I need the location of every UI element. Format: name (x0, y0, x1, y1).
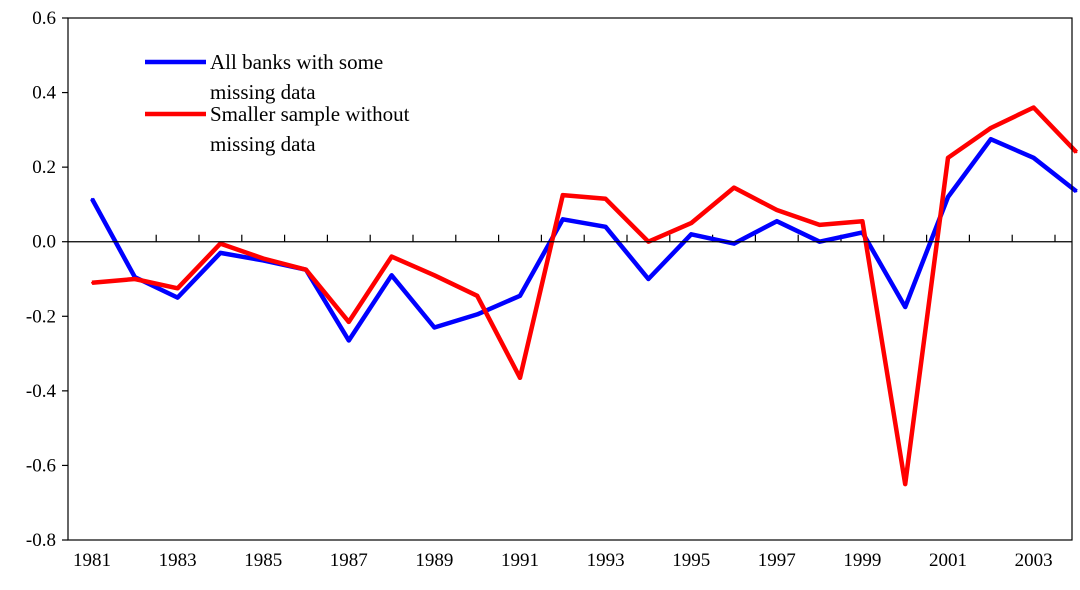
legend-label-1: missing data (210, 80, 316, 104)
y-tick-label: -0.8 (26, 530, 56, 551)
y-tick-label: 0.0 (32, 232, 56, 253)
series-1-point (347, 339, 350, 342)
series-2-point (262, 257, 265, 260)
series-2-point (733, 186, 735, 189)
x-tick-label: 1981 (73, 550, 111, 571)
series-2-point (91, 281, 93, 284)
legend-label-2: missing data (210, 132, 316, 156)
series-line-2 (91, 105, 1079, 487)
series-1-point (647, 278, 650, 280)
series-2-point (390, 255, 393, 258)
legend-label-1: All banks with some (210, 50, 383, 74)
series-2-point (1032, 106, 1035, 109)
series-1-point (775, 220, 778, 223)
series-1-point (989, 138, 992, 141)
series-1-point (433, 326, 436, 329)
x-tick-label: 1999 (843, 550, 881, 571)
y-tick-label: 0.6 (32, 8, 56, 29)
series-2-point (604, 197, 607, 200)
series-1-point (176, 296, 179, 299)
y-tick-label: -0.2 (26, 306, 56, 327)
series-2-point (861, 220, 864, 223)
series-2-point (347, 320, 350, 323)
series-1-point (947, 195, 949, 198)
x-tick-label: 1985 (244, 550, 282, 571)
series-layer (90, 105, 1079, 487)
series-1-point (519, 294, 521, 297)
series-2-point (989, 126, 992, 129)
series-2-point (818, 223, 821, 226)
series-2-point (947, 156, 949, 159)
x-tick-label: 1995 (672, 550, 710, 571)
series-2-point (433, 274, 436, 277)
series-1-point (1075, 190, 1078, 193)
series-2-point (476, 294, 479, 297)
series-1-point (476, 313, 479, 316)
series-1-point (91, 197, 93, 200)
series-1-point (904, 305, 907, 308)
y-tick-label: -0.6 (26, 455, 56, 476)
x-tick-label: 1983 (159, 550, 197, 571)
y-tick-label: 0.4 (32, 83, 56, 104)
legend-label-2: Smaller sample without (210, 102, 410, 126)
x-tick-label: 1989 (415, 550, 453, 571)
series-2-point (219, 242, 222, 245)
series-1-point (390, 274, 393, 277)
x-tick-label: 1993 (587, 550, 625, 571)
x-axis-ticks: 1981 1983 1985 1987 1989 1991 1993 1995 1997 1999… (73, 234, 1056, 571)
series-2-point (305, 268, 307, 271)
series-1-point (604, 225, 607, 228)
y-axis-ticks: -0.8 -0.6 -0.4 -0.2 0.0 0.2 0.4 0.6 (26, 8, 68, 551)
series-2-point (1075, 151, 1078, 154)
series-1-point (219, 251, 222, 254)
series-1-point (561, 218, 564, 221)
series-2-point (775, 209, 778, 212)
x-tick-label: 1991 (501, 550, 539, 571)
x-tick-label: 2001 (929, 550, 967, 571)
series-2-point (133, 278, 136, 280)
series-1-point (733, 242, 735, 245)
y-tick-label: -0.4 (26, 381, 57, 402)
series-2-point (519, 376, 521, 379)
plot-frame (67, 17, 1073, 541)
y-tick-label: 0.2 (32, 157, 56, 178)
series-2-point (561, 194, 564, 197)
x-tick-label: 1997 (758, 550, 796, 571)
series-line-1 (90, 136, 1078, 343)
series-1-point (1032, 156, 1035, 159)
series-2-point (690, 222, 693, 225)
series-2-point (176, 287, 179, 290)
x-tick-label: 1987 (330, 550, 368, 571)
series-2-point (904, 483, 907, 486)
series-1-point (690, 233, 693, 236)
x-tick-label: 2003 (1015, 550, 1053, 571)
